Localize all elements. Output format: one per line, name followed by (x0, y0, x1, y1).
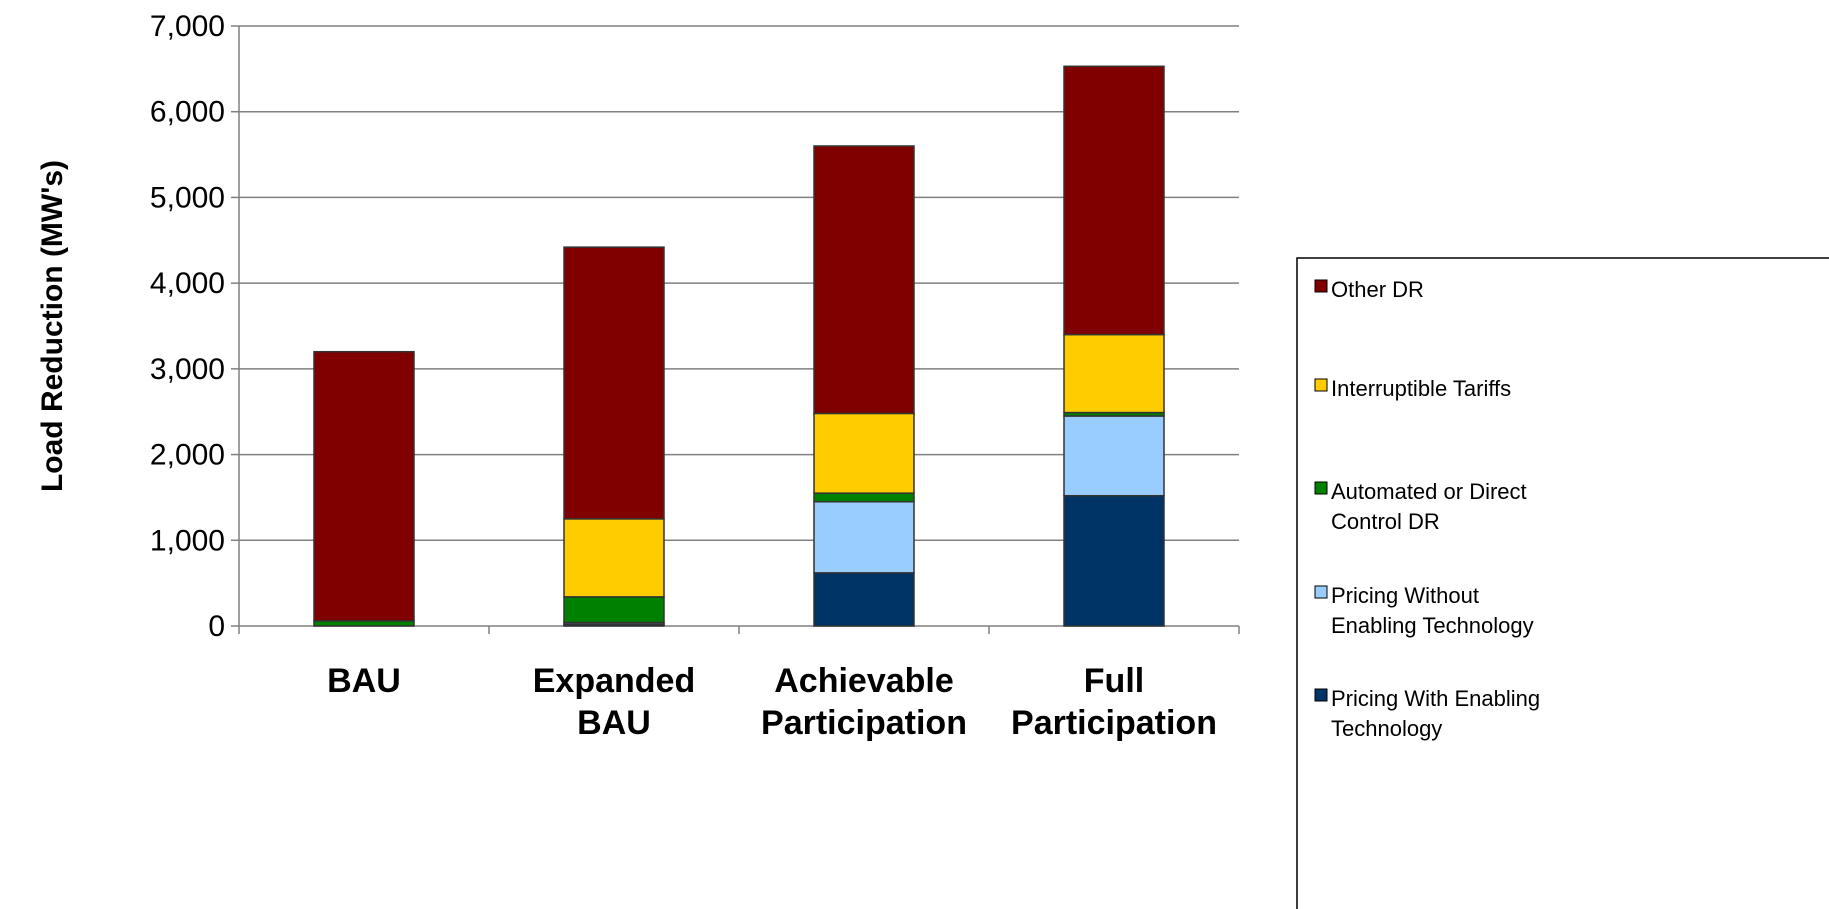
bar-segment (1063, 494, 1165, 627)
x-category-label: BAU (327, 662, 401, 700)
y-tick-label: 2,000 (150, 439, 225, 472)
bar-segment (1063, 415, 1165, 497)
y-tick-label: 0 (208, 610, 225, 643)
legend-box (1296, 257, 1829, 909)
bar-segment (1063, 65, 1165, 336)
y-tick-label: 3,000 (150, 353, 225, 386)
legend-label: Interruptible Tariffs (1331, 376, 1511, 401)
bar-segment (563, 246, 665, 520)
y-tick-label: 1,000 (150, 524, 225, 557)
x-category-label: Expanded BAU (533, 662, 695, 742)
bar-segment (813, 492, 915, 503)
bar-segment (813, 500, 915, 574)
bar-segment (813, 145, 915, 415)
legend-label: Automated or Direct Control DR (1331, 479, 1527, 534)
bar-segment (1063, 333, 1165, 414)
legend-label: Pricing With Enabling Technology (1331, 686, 1540, 741)
x-category-label: Achievable Participation (761, 662, 967, 742)
legend-swatch (1314, 378, 1328, 392)
legend-swatch (1314, 585, 1328, 599)
legend-swatch (1314, 688, 1328, 702)
axis-labels: 0 1,000 2,000 3,000 4,000 5,000 6,000 7,000 BAU E… (36, 10, 1217, 742)
y-tick-label: 6,000 (150, 96, 225, 129)
legend-swatch (1314, 481, 1328, 495)
y-tick-label: 7,000 (150, 10, 225, 43)
x-category-label: Full Participation (1011, 662, 1217, 742)
legend-label: Pricing Without Enabling Technology (1331, 583, 1534, 638)
bar-segment (813, 412, 915, 494)
bar-segment (563, 596, 665, 624)
legend-label: Other DR (1331, 277, 1424, 302)
y-tick-label: 5,000 (150, 181, 225, 214)
bars (313, 65, 1165, 627)
bar-segment (313, 620, 415, 627)
bar-segment (813, 572, 915, 627)
y-axis-title: Load Reduction (MW's) (36, 160, 69, 492)
legend: Other DR Interruptible Tariffs Automated o… (1296, 257, 1829, 909)
legend-swatch (1314, 279, 1328, 293)
bar-segment (563, 518, 665, 598)
y-tick-label: 4,000 (150, 267, 225, 300)
bar-segment (313, 350, 415, 622)
